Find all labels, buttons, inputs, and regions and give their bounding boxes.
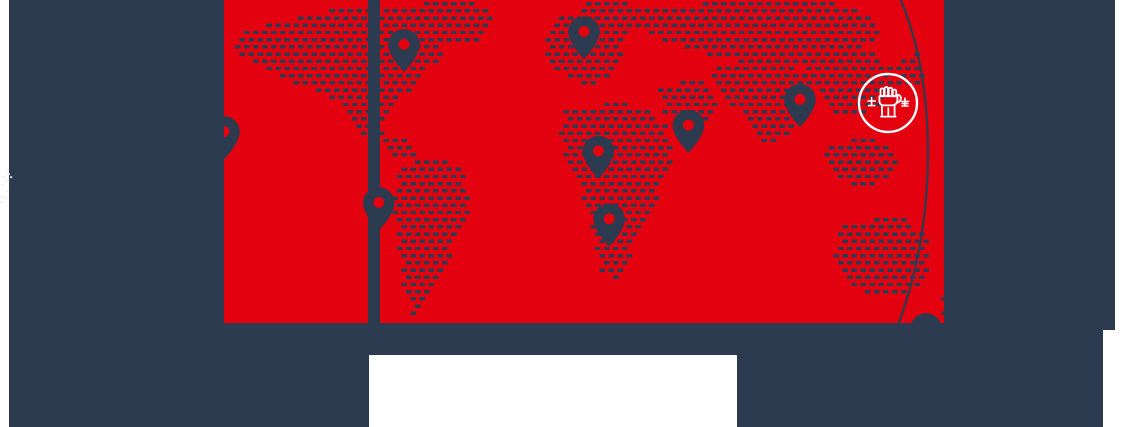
map-pin[interactable] — [593, 203, 625, 247]
raised-fist-icon — [878, 86, 902, 118]
map-pin[interactable] — [672, 109, 705, 153]
map-divider-stripe-lower — [368, 237, 378, 323]
dotted-world-map — [224, 0, 944, 323]
spark-left — [867, 96, 876, 107]
map-pin[interactable] — [568, 16, 600, 60]
map-pin[interactable] — [363, 187, 395, 231]
map-pin[interactable] — [784, 84, 816, 128]
white-content-card — [369, 355, 737, 427]
emblem-circle-icon — [857, 72, 919, 134]
spark-right — [900, 97, 910, 107]
map-pin[interactable] — [224, 116, 240, 160]
map-pin[interactable] — [910, 313, 942, 323]
map-pin[interactable] — [582, 135, 615, 179]
island-dot-cluster — [0, 173, 13, 204]
map-pin[interactable] — [388, 29, 420, 73]
white-right-step — [1103, 358, 1134, 427]
map-dot-layer — [235, 2, 944, 315]
raised-fist-emblem[interactable] — [857, 72, 919, 134]
map-pin-layer — [224, 16, 942, 323]
